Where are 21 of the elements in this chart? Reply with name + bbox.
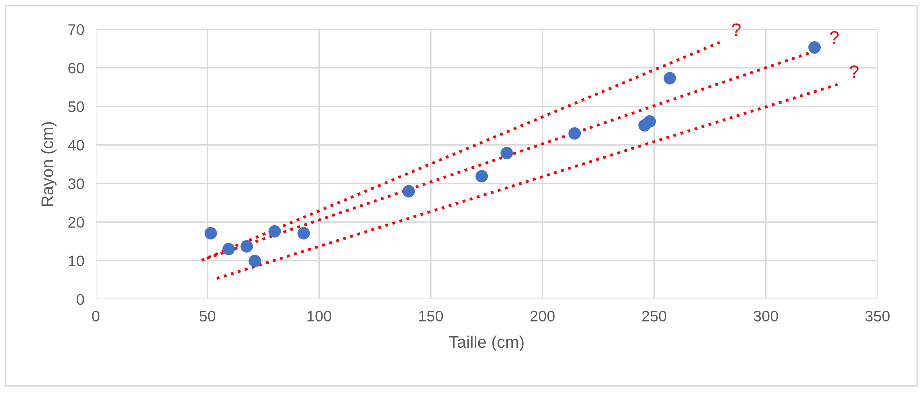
y-tick-label: 10 [69, 256, 84, 267]
y-tick-label: 30 [68, 178, 84, 190]
annotation: ? [732, 24, 741, 36]
x-axis-title: Taille (cm) [449, 336, 524, 352]
x-tick-label: 100 [308, 310, 332, 322]
x-tick-label: 250 [642, 310, 667, 322]
y-tick-label: 70 [68, 24, 84, 36]
x-tick-label: 200 [530, 310, 555, 322]
x-tick-label: 300 [754, 310, 778, 322]
y-tick-label: 0 [76, 294, 84, 306]
x-tick-label: 50 [200, 310, 216, 322]
x-tick-label: 350 [866, 310, 890, 322]
annotation: ? [830, 31, 839, 44]
annotation: ? [850, 66, 859, 78]
y-tick-label: 50 [68, 102, 84, 112]
y-tick-label: 20 [68, 217, 84, 228]
x-tick-label: 0 [92, 310, 100, 322]
y-axis-title: Rayon (cm) [41, 122, 57, 206]
x-tick-label: 150 [419, 310, 444, 322]
y-tick-label: 40 [68, 140, 84, 151]
y-tick-label: 60 [68, 62, 84, 74]
